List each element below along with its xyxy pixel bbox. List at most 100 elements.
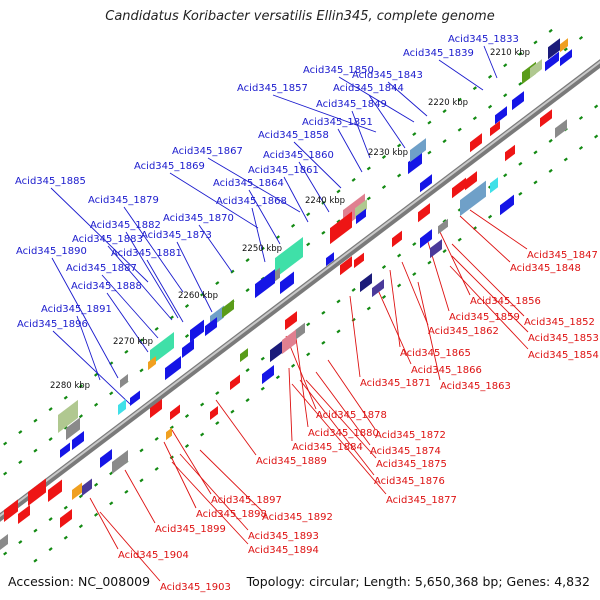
gene-label-forward: Acid345_1839 — [403, 48, 474, 59]
kbp-scale-labels: 2210 kbp 2220 kbp 2230 kbp 2240 kbp 2250 kbp… — [50, 48, 530, 391]
gene-label-forward: Acid345_1849 — [316, 99, 387, 110]
gene-feature — [182, 339, 194, 359]
gene-label-reverse: Acid345_1866 — [411, 365, 482, 376]
gene-feature — [166, 427, 172, 441]
gene-label-forward: Acid345_1896 — [17, 319, 88, 330]
tick-mark — [18, 430, 23, 435]
leader-line — [327, 359, 376, 430]
leader-line — [251, 207, 266, 263]
gene-label-forward: Acid345_1885 — [15, 176, 86, 187]
tick-mark — [412, 272, 417, 277]
gene-feature — [262, 365, 274, 385]
tick-mark — [472, 116, 477, 121]
gene-features — [0, 38, 572, 550]
gene-feature — [60, 442, 70, 458]
leader-line — [171, 461, 249, 545]
leader-line — [291, 383, 387, 495]
tick-mark — [78, 414, 83, 419]
gene-label-forward: Acid345_1867 — [172, 146, 243, 157]
gene-label-forward: Acid345_1879 — [88, 195, 159, 206]
tick-mark — [93, 482, 99, 487]
gene-label-reverse: Acid345_1847 — [527, 250, 598, 261]
tick-mark — [381, 185, 387, 189]
tick-mark — [306, 242, 311, 247]
gene-feature — [420, 229, 432, 249]
tick-mark — [518, 81, 523, 86]
tick-mark — [230, 269, 235, 274]
leader-line — [349, 295, 361, 378]
tick-mark — [215, 421, 220, 426]
gene-label-reverse: Acid345_1899 — [155, 524, 226, 535]
gene-label-forward: Acid345_1858 — [258, 130, 329, 141]
leader-line — [125, 231, 179, 319]
gene-feature — [420, 174, 432, 193]
tick-mark — [518, 161, 523, 166]
backbone-line — [0, 59, 600, 522]
gene-label-reverse: Acid345_1871 — [360, 378, 431, 389]
gene-feature — [130, 390, 140, 407]
tick-mark — [93, 402, 99, 407]
tick-mark — [139, 448, 144, 453]
tick-mark — [245, 288, 250, 293]
tick-mark — [290, 363, 296, 368]
gene-feature — [512, 91, 524, 111]
gene-feature — [330, 211, 352, 245]
leader-line — [176, 241, 213, 313]
leader-line — [299, 379, 375, 476]
gene-label-forward: Acid345_1873 — [141, 230, 212, 241]
tick-mark — [78, 524, 83, 529]
gene-feature — [282, 329, 296, 355]
label-leader-lines — [50, 45, 529, 582]
tick-mark — [518, 191, 523, 196]
gene-label-reverse: Acid345_1853 — [528, 333, 599, 344]
gene-feature — [460, 180, 486, 217]
gene-feature — [295, 322, 305, 341]
tick-mark — [503, 173, 508, 178]
tick-mark — [215, 391, 220, 396]
gene-label-reverse: Acid345_1875 — [376, 459, 447, 470]
leader-line — [377, 289, 412, 365]
gene-label-reverse: Acid345_1865 — [400, 348, 471, 359]
tick-mark — [336, 189, 341, 194]
tick-mark — [351, 287, 356, 292]
tick-mark — [457, 127, 462, 132]
tick-mark — [366, 306, 371, 311]
tick-mark — [184, 444, 190, 448]
gene-label-reverse: Acid345_1876 — [374, 476, 445, 487]
gene-label-forward: Acid345_1851 — [302, 117, 373, 128]
gene-label-reverse: Acid345_1884 — [292, 442, 363, 453]
gene-feature — [240, 348, 248, 363]
tick-mark — [154, 326, 159, 331]
genome-summary-text: Topology: circular; Length: 5,650,368 bp… — [246, 574, 590, 589]
leader-line — [107, 245, 173, 321]
tick-mark — [412, 242, 417, 247]
leader-line — [298, 161, 330, 213]
tick-mark — [169, 425, 174, 430]
tick-mark — [230, 409, 235, 414]
gene-feature — [148, 356, 156, 371]
tick-mark — [594, 104, 599, 109]
map-title: Candidatus Koribacter versatilis Ellin34… — [105, 9, 495, 24]
tick-mark — [381, 265, 387, 269]
leader-line — [50, 187, 149, 283]
leader-line — [351, 110, 371, 159]
gene-feature — [118, 399, 126, 416]
tick-mark — [290, 223, 296, 228]
gene-feature — [555, 119, 567, 139]
tick-mark — [487, 214, 493, 219]
gene-label-reverse: Acid345_1874 — [370, 446, 441, 457]
leader-line — [198, 224, 233, 273]
gene-feature — [505, 144, 515, 162]
gene-label-reverse: Acid345_1897 — [211, 495, 282, 506]
tick-mark — [48, 547, 53, 552]
tick-mark — [245, 398, 250, 403]
gene-label-reverse: Acid345_1848 — [510, 263, 581, 274]
leader-line — [387, 81, 428, 117]
gene-feature — [170, 404, 180, 421]
gene-feature — [0, 533, 8, 550]
tick-mark — [381, 295, 387, 299]
accession-text: Accession: NC_008009 — [8, 574, 151, 589]
tick-mark — [487, 74, 493, 79]
